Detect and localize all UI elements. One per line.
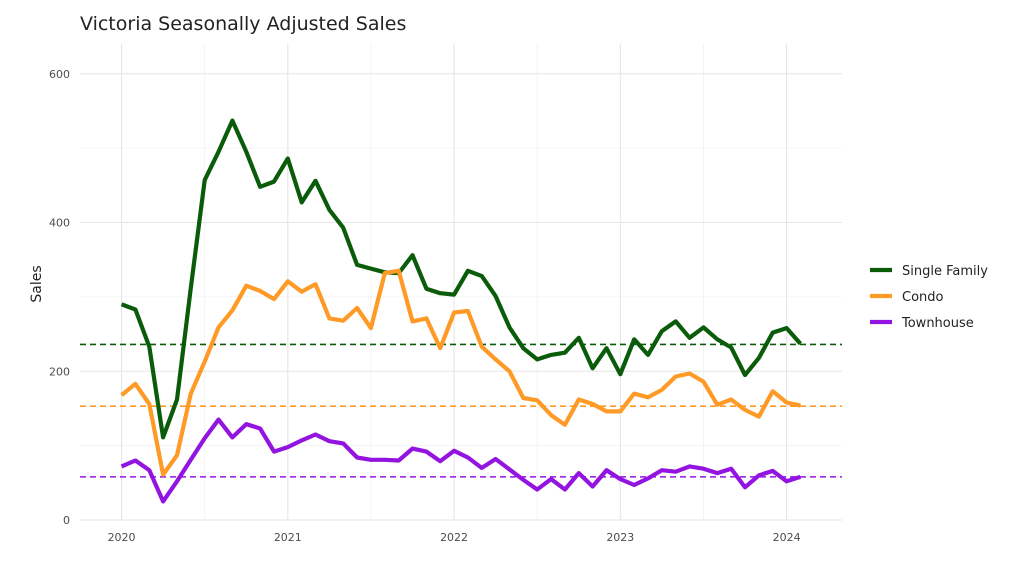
series-line-townhouse — [120, 417, 802, 504]
y-tick-label: 0 — [63, 514, 70, 527]
x-tick-label: 2023 — [606, 531, 634, 544]
chart-title: Victoria Seasonally Adjusted Sales — [80, 13, 406, 35]
series-line-single-family — [120, 118, 802, 440]
legend-label-townhouse: Townhouse — [901, 316, 974, 331]
y-axis-label: Sales — [29, 265, 45, 302]
x-axis-ticks: 2020 2021 2022 2023 2024 — [108, 531, 801, 544]
average-lines — [80, 343, 842, 478]
series-lines — [120, 118, 802, 504]
legend-label-single-family: Single Family — [902, 264, 988, 279]
x-tick-label: 2022 — [440, 531, 468, 544]
series-line-condo — [120, 268, 801, 477]
y-axis-ticks: 0 200 400 600 — [49, 68, 70, 527]
x-tick-label: 2020 — [108, 531, 136, 544]
x-tick-label: 2024 — [773, 531, 801, 544]
legend-label-condo: Condo — [902, 290, 944, 305]
x-tick-label: 2021 — [274, 531, 302, 544]
legend: Single Family Condo Townhouse — [870, 264, 988, 331]
y-tick-label: 400 — [49, 217, 70, 230]
y-tick-label: 200 — [49, 365, 70, 378]
y-tick-label: 600 — [49, 68, 70, 81]
